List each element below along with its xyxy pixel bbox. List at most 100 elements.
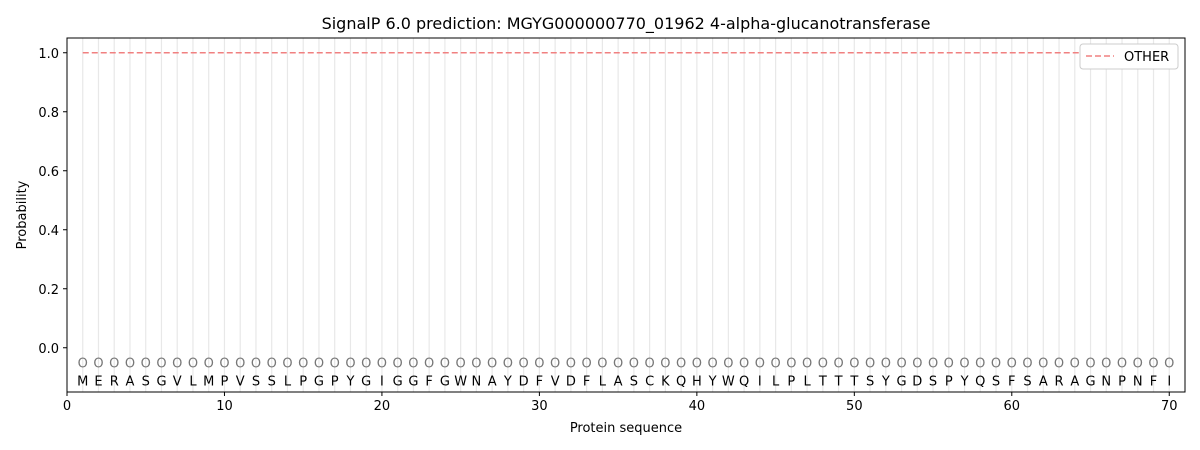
residue-label: A	[614, 374, 623, 389]
residue-state-label: O	[550, 357, 560, 372]
residue-state-label: O	[440, 357, 450, 372]
residue-label: N	[472, 374, 482, 389]
residue-label: A	[488, 374, 497, 389]
residue-state-label: O	[770, 357, 780, 372]
legend: OTHER	[1079, 43, 1179, 70]
residue-label: S	[992, 374, 1000, 389]
residue-state-label: O	[676, 357, 686, 372]
residue-state-label: O	[534, 357, 544, 372]
residue-label: F	[1008, 374, 1015, 389]
residue-state-label: O	[251, 357, 261, 372]
residue-label: L	[284, 374, 292, 389]
residue-state-label: O	[645, 357, 655, 372]
residue-label: I	[758, 374, 762, 389]
residue-label: W	[454, 374, 467, 389]
residue-state-label: O	[865, 357, 875, 372]
residue-label: F	[536, 374, 543, 389]
residue-label: N	[1133, 374, 1143, 389]
residue-state-label: O	[125, 357, 135, 372]
residue-label: M	[203, 374, 214, 389]
x-tick-label: 10	[216, 399, 233, 414]
residue-state-label: O	[1164, 357, 1174, 372]
residue-label: T	[849, 374, 858, 389]
residue-state-label: O	[613, 357, 623, 372]
residue-state-label: O	[896, 357, 906, 372]
residue-label: F	[583, 374, 590, 389]
residue-label: Y	[881, 374, 890, 389]
y-tick-label: 0.2	[38, 283, 59, 298]
residue-label: G	[1085, 374, 1095, 389]
residue-label: S	[252, 374, 260, 389]
residue-label: V	[236, 374, 245, 389]
residue-label: D	[912, 374, 922, 389]
x-tick-label: 30	[531, 399, 548, 414]
residue-state-label: O	[487, 357, 497, 372]
y-tick-label: 0.4	[38, 224, 59, 239]
residue-state-label: O	[755, 357, 765, 372]
residue-label: N	[1101, 374, 1111, 389]
residue-label: R	[1055, 374, 1064, 389]
x-tick-label: 70	[1161, 399, 1178, 414]
residue-state-label: O	[1148, 357, 1158, 372]
residue-state-label: O	[377, 357, 387, 372]
residue-state-label: O	[912, 357, 922, 372]
residue-state-label: O	[959, 357, 969, 372]
residue-label: Y	[503, 374, 512, 389]
residue-state-label: O	[204, 357, 214, 372]
residue-state-label: O	[424, 357, 434, 372]
legend-label-other: OTHER	[1124, 50, 1169, 65]
x-tick-label: 50	[846, 399, 863, 414]
x-tick-label: 60	[1004, 399, 1021, 414]
residue-label: W	[722, 374, 735, 389]
residue-state-label: O	[944, 357, 954, 372]
residue-state-label: O	[629, 357, 639, 372]
residue-label: F	[1150, 374, 1157, 389]
residue-state-label: O	[408, 357, 418, 372]
residue-label: S	[866, 374, 874, 389]
residue-state-label: O	[456, 357, 466, 372]
residue-state-label: O	[282, 357, 292, 372]
legend-box	[1079, 43, 1179, 70]
residue-label: S	[268, 374, 276, 389]
residue-label: S	[929, 374, 937, 389]
residue-state-label: O	[109, 357, 119, 372]
residue-label: G	[314, 374, 324, 389]
residue-label: L	[599, 374, 607, 389]
residue-label: Y	[960, 374, 969, 389]
residue-label: H	[692, 374, 702, 389]
residue-state-label: O	[818, 357, 828, 372]
residue-label: G	[361, 374, 371, 389]
residue-label: S	[630, 374, 638, 389]
residue-label: G	[897, 374, 907, 389]
residue-state-label: O	[786, 357, 796, 372]
chart-title: SignalP 6.0 prediction: MGYG000000770_01…	[322, 14, 931, 34]
residue-state-label: O	[519, 357, 529, 372]
residue-state-label: O	[361, 357, 371, 372]
residue-state-label: O	[267, 357, 277, 372]
residue-label: Q	[739, 374, 749, 389]
residue-label: P	[787, 374, 795, 389]
residue-state-label: O	[314, 357, 324, 372]
residue-state-label: O	[1085, 357, 1095, 372]
residue-state-label: O	[172, 357, 182, 372]
residue-label: I	[1167, 374, 1171, 389]
residue-state-label: O	[1007, 357, 1017, 372]
residue-label: L	[772, 374, 780, 389]
residue-label: A	[1070, 374, 1079, 389]
x-tick-label: 40	[689, 399, 706, 414]
residue-label: C	[645, 374, 654, 389]
residue-label: L	[803, 374, 811, 389]
residue-state-label: O	[393, 357, 403, 372]
x-tick-label: 0	[63, 399, 71, 414]
residue-label: D	[566, 374, 576, 389]
y-tick-label: 0.0	[38, 342, 59, 357]
residue-label: V	[173, 374, 182, 389]
y-axis-label: Probability	[15, 180, 30, 249]
y-tick-label: 0.8	[38, 106, 59, 121]
residue-label: Q	[676, 374, 686, 389]
residue-state-label: O	[802, 357, 812, 372]
residue-state-label: O	[833, 357, 843, 372]
residue-state-label: O	[93, 357, 103, 372]
y-tick-label: 1.0	[38, 47, 59, 62]
